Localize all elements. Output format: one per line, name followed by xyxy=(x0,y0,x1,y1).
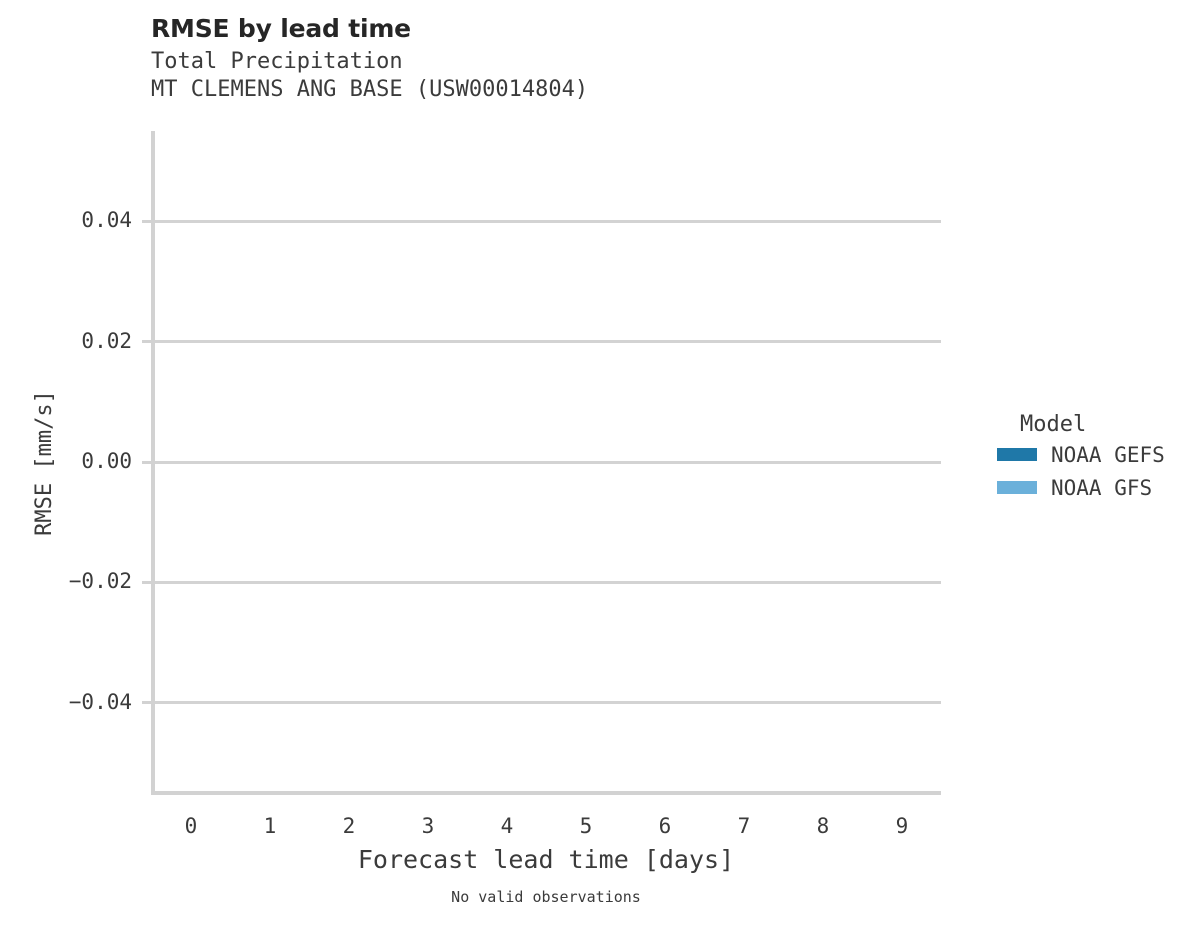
gridline xyxy=(151,701,941,704)
gridline xyxy=(151,581,941,584)
x-axis-tick-label: 5 xyxy=(579,814,593,838)
legend-color-swatch xyxy=(997,448,1037,461)
y-axis-tick-label: 0.00 xyxy=(81,449,132,473)
x-axis-spine xyxy=(151,791,941,795)
gridline xyxy=(151,220,941,223)
x-axis-tick-label: 2 xyxy=(342,814,356,838)
y-axis-tick-label: −0.04 xyxy=(68,690,132,714)
x-axis-tick-label: 3 xyxy=(421,814,435,838)
y-axis-tick-mark xyxy=(142,701,151,704)
legend-item-noaa-gefs[interactable]: NOAA GEFS xyxy=(997,438,1182,471)
chart-station-subtitle: MT CLEMENS ANG BASE (USW00014804) xyxy=(151,77,589,102)
x-axis-label: Forecast lead time [days] xyxy=(357,845,735,874)
y-axis-tick-mark xyxy=(142,461,151,464)
gridline xyxy=(151,461,941,464)
title-block: RMSE by lead time Total Precipitation MT… xyxy=(151,14,951,104)
legend-item-label: NOAA GFS xyxy=(1051,475,1153,500)
x-axis-tick-label: 9 xyxy=(895,814,909,838)
y-axis-tick-mark xyxy=(142,340,151,343)
x-axis-tick-label: 8 xyxy=(816,814,830,838)
y-axis-tick-mark xyxy=(142,581,151,584)
y-axis-tick-label: 0.04 xyxy=(81,208,132,232)
y-axis-spine xyxy=(151,131,155,795)
y-axis-tick-label: −0.02 xyxy=(68,569,132,593)
x-axis-tick-label: 6 xyxy=(658,814,672,838)
legend-color-swatch xyxy=(997,481,1037,494)
page-title: RMSE by lead time xyxy=(151,14,411,43)
x-axis-tick-label: 7 xyxy=(737,814,751,838)
legend-item-noaa-gfs[interactable]: NOAA GFS xyxy=(997,471,1182,504)
chart-subtitle: Total Precipitation xyxy=(151,49,403,74)
y-axis-tick-mark xyxy=(142,220,151,223)
gridline xyxy=(151,340,941,343)
legend: Model NOAA GEFS NOAA GFS xyxy=(997,412,1182,504)
plot-area xyxy=(142,131,941,795)
x-axis-tick-label: 1 xyxy=(263,814,277,838)
legend-title: Model xyxy=(1020,412,1087,437)
no-data-note: No valid observations xyxy=(451,888,641,906)
x-axis-tick-label: 4 xyxy=(500,814,514,838)
x-axis-tick-label: 0 xyxy=(184,814,198,838)
y-axis-tick-label: 0.02 xyxy=(81,329,132,353)
legend-item-label: NOAA GEFS xyxy=(1051,442,1165,467)
